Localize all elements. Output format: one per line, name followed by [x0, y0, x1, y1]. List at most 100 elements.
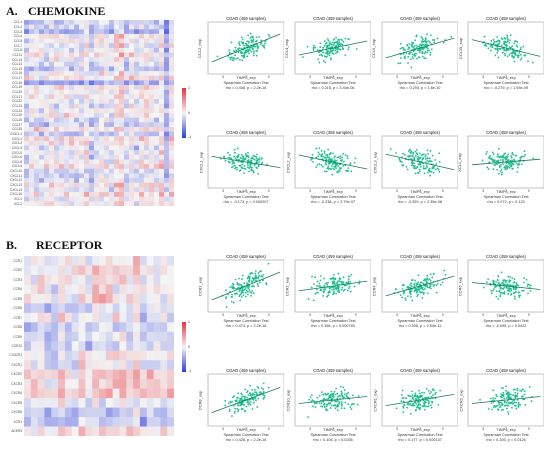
heatmap-row-label: CCR9 [13, 334, 22, 339]
heatmap-cell [164, 99, 170, 104]
scatter-point [514, 391, 517, 394]
heatmap-cell [64, 80, 70, 86]
heatmap-cell [44, 164, 50, 170]
heatmap-cell [89, 89, 95, 95]
heatmap-cell [34, 61, 40, 67]
x-tick-label: 5 [309, 188, 312, 193]
scatter-point [411, 162, 414, 165]
scatter-point [323, 152, 326, 155]
scatter-point [236, 282, 239, 284]
scatter-point [410, 282, 413, 285]
scatter-point [419, 157, 422, 159]
heatmap-cell [24, 33, 30, 39]
scatter-point [481, 159, 484, 162]
heatmap-cell [109, 126, 115, 132]
heatmap-cell [119, 75, 125, 81]
heatmap-cell [126, 312, 134, 323]
heatmap-cell [34, 192, 40, 197]
heatmap-cell [119, 341, 127, 352]
heatmap-cell [59, 145, 65, 151]
scatter-point [508, 53, 511, 56]
heatmap-cell [119, 131, 125, 137]
heatmap-cell [59, 136, 65, 142]
heatmap-cell [69, 117, 75, 123]
scatter-point [341, 395, 344, 398]
scatter-point [231, 415, 233, 417]
heatmap-cell [119, 360, 127, 370]
scatter-point [436, 167, 439, 170]
heatmap-cell [109, 168, 115, 174]
heatmap-cell [94, 187, 100, 193]
heatmap-cell [49, 126, 55, 132]
heatmap-cell [85, 274, 93, 285]
heatmap-cell [126, 388, 134, 399]
heatmap-cell [29, 43, 35, 49]
scatter-point [410, 390, 413, 393]
scatter-point [501, 51, 504, 54]
heatmap-cell [167, 350, 175, 361]
scatter-point [413, 156, 416, 159]
colorbar-tick-max: 1 [188, 86, 190, 90]
chemokine-heatmap [24, 20, 175, 207]
scatter-point [319, 46, 322, 49]
heatmap-cell [164, 71, 170, 77]
scatter-point [323, 170, 326, 173]
scatter-point [233, 292, 236, 295]
heatmap-cell [84, 122, 90, 128]
scatter-point [246, 55, 249, 58]
scatter-point [327, 294, 330, 297]
scatter-point [334, 407, 337, 410]
scatter-point [323, 44, 326, 47]
scatter-point [338, 401, 341, 403]
scatter-point [502, 391, 505, 394]
heatmap-cell [44, 80, 50, 86]
heatmap-cell [37, 417, 45, 427]
heatmap-cell [49, 159, 55, 165]
chemokine-scatter-plot: COAD (459 samples) CXCL3_exp TIMP3_exp Spea… [370, 128, 458, 208]
heatmap-cell [79, 43, 85, 49]
heatmap-cell [74, 38, 80, 44]
heatmap-cell [149, 168, 155, 174]
scatter-point [403, 290, 406, 293]
heatmap-cell [79, 85, 85, 91]
heatmap-cell [84, 201, 90, 207]
heatmap-cell [105, 407, 113, 418]
heatmap-cell [89, 43, 95, 49]
scatter-point [335, 405, 338, 408]
scatter-point [444, 273, 447, 276]
scatter-point [401, 164, 404, 167]
scatter-point [425, 166, 428, 169]
heatmap-cell [119, 24, 125, 30]
scatter-point [416, 289, 418, 292]
scatter-point [503, 397, 506, 400]
heatmap-cell [54, 126, 60, 132]
scatter-point [528, 386, 531, 388]
heatmap-cell [153, 350, 161, 361]
heatmap-cell [59, 29, 65, 35]
scatter-point [260, 275, 263, 278]
heatmap-cell [167, 312, 175, 323]
plot-y-axis-label: CCR10_exp [285, 389, 291, 412]
scatter-point [493, 288, 495, 291]
heatmap-cell [99, 256, 107, 266]
heatmap-cell [153, 303, 161, 314]
heatmap-cell [69, 108, 75, 114]
heatmap-cell [139, 284, 148, 295]
scatter-point [343, 284, 346, 287]
x-tick-label: 9 [527, 188, 530, 193]
scatter-point [401, 46, 403, 49]
scatter-point [244, 388, 247, 391]
scatter-point [433, 165, 436, 168]
receptor-scatter-plot: COAD (459 samples) CCR10_exp TIMP3_exp Spea… [283, 366, 371, 446]
heatmap-cell [159, 192, 165, 197]
heatmap-cell [99, 341, 107, 352]
heatmap-cell [99, 417, 107, 427]
scatter-point [502, 408, 504, 411]
scatter-point [410, 43, 413, 46]
heatmap-cell [49, 192, 55, 197]
heatmap-cell [64, 140, 70, 146]
heatmap-cell [89, 159, 95, 165]
heatmap-cell [64, 274, 73, 285]
scatter-point [421, 52, 424, 55]
heatmap-cell [104, 131, 110, 137]
